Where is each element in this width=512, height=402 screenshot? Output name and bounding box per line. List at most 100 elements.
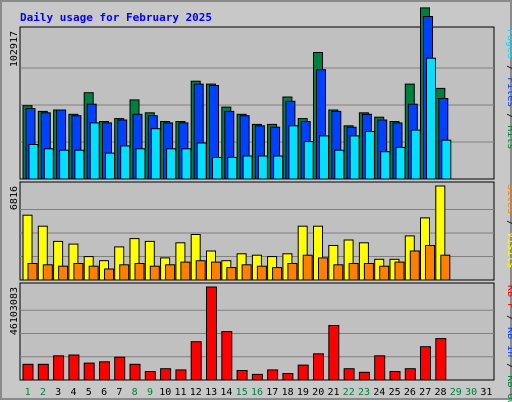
bar-sites-day-3: [58, 265, 69, 281]
bar-kb-f-day-10: [160, 368, 172, 381]
bar-sites-day-10: [165, 264, 176, 281]
bar-kb-f-day-6: [99, 361, 110, 381]
bar-pages-day-3: [59, 149, 70, 180]
bar-pages-day-28: [441, 139, 452, 180]
y-max-label: 6816: [9, 186, 20, 210]
panel-visits-sites: 6816 Sites / Visits: [9, 181, 512, 281]
bar-pages-day-22: [349, 135, 360, 180]
bar-sites-day-14: [226, 267, 237, 281]
bar-kb-f-day-8: [129, 363, 141, 381]
bar-sites-day-21: [333, 264, 344, 281]
x-tick-label: 7: [116, 387, 122, 398]
bar-kb-f-day-16: [251, 373, 263, 381]
x-tick-label: 29: [450, 387, 462, 398]
legend-entry: Hits: [505, 125, 512, 149]
bar-sites-day-5: [88, 265, 99, 281]
x-tick-label: 1: [25, 387, 31, 398]
bar-kb-f-day-17: [267, 369, 279, 381]
bar-pages-day-4: [74, 149, 85, 180]
bar-sites-day-23: [363, 263, 374, 281]
x-tick-label: 4: [70, 387, 76, 398]
bar-pages-day-12: [196, 142, 207, 180]
bar-sites-day-19: [302, 254, 313, 281]
bar-sites-day-17: [272, 267, 283, 281]
x-tick-label: 3: [55, 387, 61, 398]
x-tick-label: 9: [147, 387, 153, 398]
x-tick-label: 14: [220, 387, 232, 398]
bar-kb-f-day-5: [83, 362, 95, 381]
bar-pages-day-20: [319, 135, 329, 180]
legend-entry: /: [505, 59, 512, 77]
x-tick-label: 31: [480, 387, 492, 398]
bar-sites-day-8: [134, 263, 145, 281]
bar-kb-f-day-1: [22, 363, 34, 381]
plot-area: [19, 282, 495, 381]
bar-kb-f-day-2: [37, 363, 49, 381]
x-tick-label: 30: [465, 387, 477, 398]
bar-kb-f-day-11: [175, 369, 187, 381]
bar-kb-f-day-18: [282, 373, 294, 381]
bar-sites-day-9: [149, 265, 160, 281]
bar-sites-day-4: [73, 263, 84, 281]
legend-entry: KB Out: [505, 375, 512, 402]
bar-kb-f-day-9: [144, 371, 156, 381]
bar-kb-f-day-14: [221, 331, 233, 381]
bar-pages-day-14: [227, 156, 238, 180]
bar-kb-f-day-12: [190, 341, 202, 381]
bar-sites-day-15: [241, 264, 252, 281]
bar-pages-day-27: [426, 57, 436, 180]
bar-kb-f-day-25: [389, 371, 401, 381]
bar-kb-f-day-27: [420, 346, 431, 381]
legend-entry: /: [505, 309, 512, 327]
bar-kb-f-day-24: [374, 355, 386, 381]
x-tick-label: 17: [266, 387, 278, 398]
x-tick-label: 24: [373, 387, 385, 398]
x-tick-label: 28: [434, 387, 446, 398]
bar-sites-day-7: [119, 264, 130, 281]
bar-kb-f-day-15: [236, 370, 248, 381]
bar-pages-day-18: [288, 125, 299, 180]
bar-pages-day-11: [181, 148, 192, 180]
panel-hits-files-pages: 102917 Pages / Files / Hits: [9, 7, 512, 180]
bar-sites-day-24: [379, 265, 390, 281]
bar-kb-f-day-23: [358, 371, 370, 381]
bar-pages-day-16: [257, 155, 268, 180]
bar-pages-day-8: [135, 148, 146, 180]
x-tick-label: 11: [174, 387, 186, 398]
bar-pages-day-25: [395, 146, 406, 180]
legend-entry: Sites: [505, 184, 512, 214]
x-tick-label: 12: [190, 387, 202, 398]
x-tick-label: 5: [86, 387, 92, 398]
series-legend: Pages / Files / Hits: [505, 29, 512, 149]
legend-entry: Pages: [505, 29, 512, 59]
bar-sites-day-18: [287, 263, 298, 281]
x-tick-label: 18: [282, 387, 294, 398]
bar-pages-day-1: [28, 144, 39, 180]
bar-sites-day-6: [104, 268, 114, 281]
bar-kb-f-day-26: [404, 368, 416, 381]
legend-entry: Files: [505, 77, 512, 107]
x-tick-label: 15: [236, 387, 248, 398]
bar-kb-f-day-3: [53, 355, 65, 381]
bar-sites-day-13: [211, 261, 221, 281]
bar-kb-f-day-13: [206, 286, 217, 381]
legend-entry: Visits: [505, 232, 512, 268]
bar-sites-day-25: [394, 261, 405, 281]
bar-pages-day-2: [43, 148, 54, 180]
x-tick-label: 13: [205, 387, 217, 398]
bar-sites-day-28: [440, 254, 451, 281]
x-tick-label: 20: [312, 387, 324, 398]
bar-pages-day-5: [89, 122, 100, 180]
legend-entry: KB F: [505, 285, 512, 309]
bar-pages-day-13: [212, 156, 222, 180]
bar-pages-day-19: [303, 141, 314, 180]
bar-kb-f-day-21: [328, 325, 340, 381]
x-tick-label: 22: [343, 387, 355, 398]
legend-entry: KB In: [505, 327, 512, 357]
bar-kb-f-day-22: [343, 368, 355, 381]
bar-sites-day-26: [409, 250, 420, 281]
y-max-label: 46103083: [9, 287, 20, 335]
y-max-label: 102917: [9, 31, 20, 67]
